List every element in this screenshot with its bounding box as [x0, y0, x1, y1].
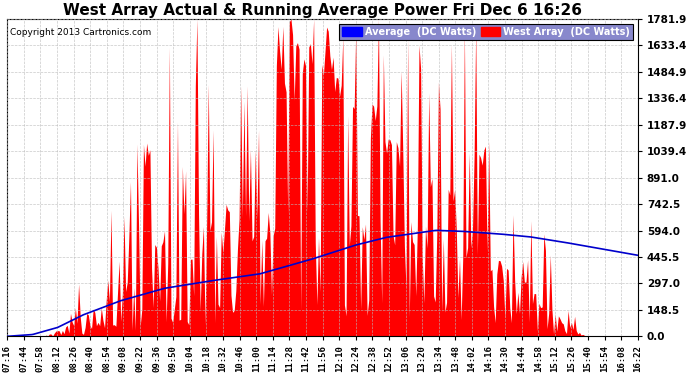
Text: Copyright 2013 Cartronics.com: Copyright 2013 Cartronics.com	[10, 28, 152, 38]
Legend: Average  (DC Watts), West Array  (DC Watts): Average (DC Watts), West Array (DC Watts…	[339, 24, 633, 40]
Title: West Array Actual & Running Average Power Fri Dec 6 16:26: West Array Actual & Running Average Powe…	[63, 3, 582, 18]
